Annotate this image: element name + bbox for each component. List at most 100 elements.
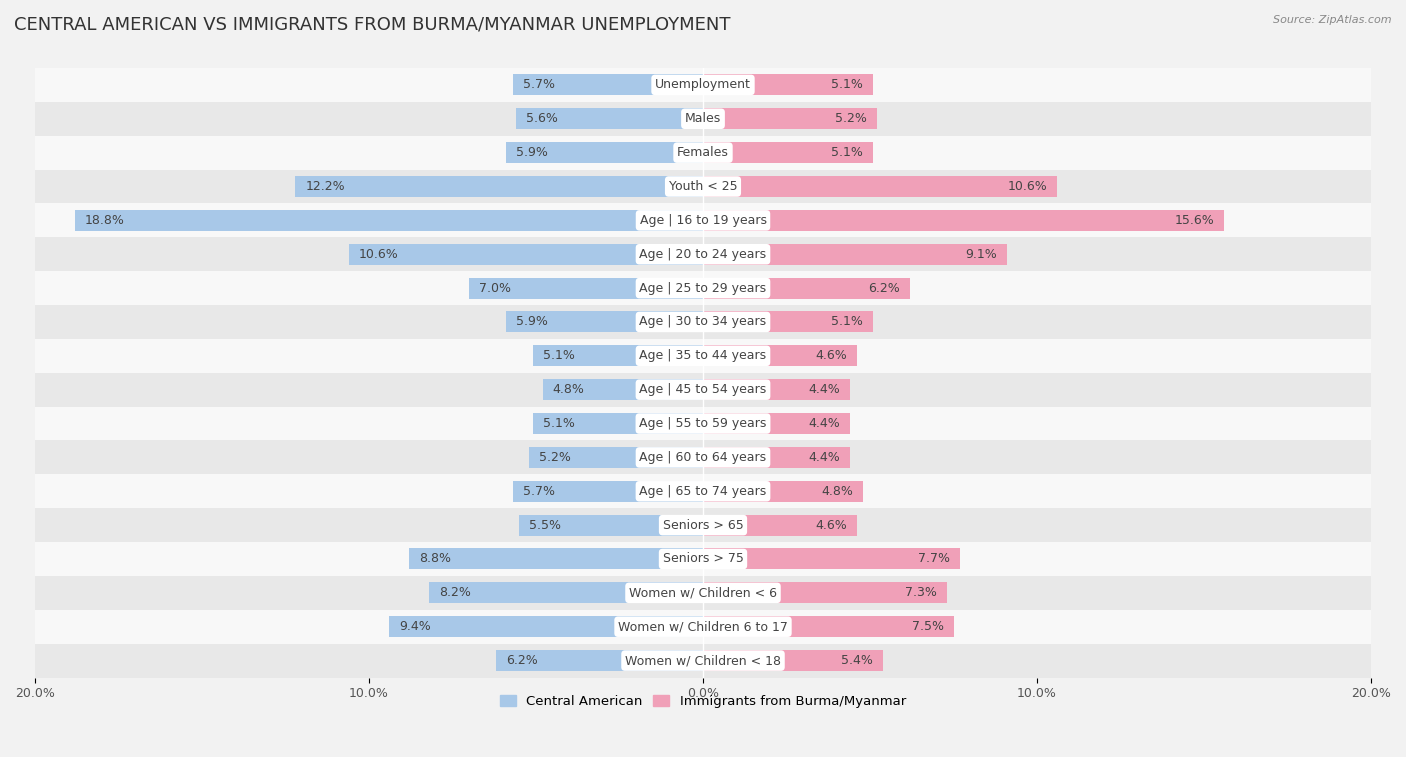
Bar: [349, 244, 703, 265]
Bar: [703, 447, 851, 468]
Bar: [35, 68, 1371, 102]
Text: Age | 65 to 74 years: Age | 65 to 74 years: [640, 484, 766, 498]
Bar: [543, 379, 703, 400]
Bar: [409, 549, 703, 569]
Text: 15.6%: 15.6%: [1174, 214, 1213, 227]
Bar: [35, 136, 1371, 170]
Text: 5.1%: 5.1%: [543, 417, 575, 430]
Bar: [35, 271, 1371, 305]
Text: 4.8%: 4.8%: [553, 383, 585, 396]
Text: 7.5%: 7.5%: [911, 620, 943, 633]
Bar: [703, 650, 883, 671]
Text: 12.2%: 12.2%: [305, 180, 344, 193]
Legend: Central American, Immigrants from Burma/Myanmar: Central American, Immigrants from Burma/…: [495, 690, 911, 714]
Text: Women w/ Children < 6: Women w/ Children < 6: [628, 587, 778, 600]
Bar: [35, 542, 1371, 576]
Text: 5.1%: 5.1%: [831, 316, 863, 329]
Bar: [513, 481, 703, 502]
Bar: [703, 108, 877, 129]
Bar: [703, 413, 851, 434]
Bar: [703, 311, 873, 332]
Text: 4.6%: 4.6%: [815, 349, 846, 363]
Text: 5.1%: 5.1%: [831, 79, 863, 92]
Bar: [703, 176, 1057, 197]
Text: 8.8%: 8.8%: [419, 553, 451, 565]
Bar: [703, 142, 873, 164]
Text: 7.0%: 7.0%: [479, 282, 512, 294]
Text: Age | 20 to 24 years: Age | 20 to 24 years: [640, 248, 766, 260]
Bar: [703, 515, 856, 536]
Text: Women w/ Children 6 to 17: Women w/ Children 6 to 17: [619, 620, 787, 633]
Text: Youth < 25: Youth < 25: [669, 180, 737, 193]
Bar: [35, 643, 1371, 678]
Text: 10.6%: 10.6%: [359, 248, 399, 260]
Bar: [35, 508, 1371, 542]
Text: 7.7%: 7.7%: [918, 553, 950, 565]
Text: Age | 55 to 59 years: Age | 55 to 59 years: [640, 417, 766, 430]
Bar: [506, 142, 703, 164]
Bar: [703, 278, 910, 298]
Text: 10.6%: 10.6%: [1007, 180, 1047, 193]
Text: 5.1%: 5.1%: [831, 146, 863, 159]
Text: Age | 45 to 54 years: Age | 45 to 54 years: [640, 383, 766, 396]
Text: 5.4%: 5.4%: [841, 654, 873, 667]
Text: 6.2%: 6.2%: [869, 282, 900, 294]
Text: 5.1%: 5.1%: [543, 349, 575, 363]
Bar: [496, 650, 703, 671]
Bar: [516, 108, 703, 129]
Bar: [533, 345, 703, 366]
Bar: [529, 447, 703, 468]
Bar: [703, 549, 960, 569]
Bar: [35, 475, 1371, 508]
Bar: [703, 582, 946, 603]
Bar: [703, 616, 953, 637]
Bar: [35, 102, 1371, 136]
Text: Age | 60 to 64 years: Age | 60 to 64 years: [640, 451, 766, 464]
Text: 5.2%: 5.2%: [540, 451, 571, 464]
Bar: [35, 441, 1371, 475]
Text: 4.4%: 4.4%: [808, 417, 839, 430]
Text: Age | 35 to 44 years: Age | 35 to 44 years: [640, 349, 766, 363]
Bar: [703, 244, 1007, 265]
Text: 4.4%: 4.4%: [808, 383, 839, 396]
Text: 5.9%: 5.9%: [516, 146, 548, 159]
Text: 18.8%: 18.8%: [84, 214, 125, 227]
Text: Seniors > 75: Seniors > 75: [662, 553, 744, 565]
Bar: [470, 278, 703, 298]
Bar: [533, 413, 703, 434]
Bar: [35, 610, 1371, 643]
Bar: [703, 345, 856, 366]
Bar: [513, 74, 703, 95]
Text: 9.1%: 9.1%: [965, 248, 997, 260]
Bar: [703, 379, 851, 400]
Bar: [429, 582, 703, 603]
Text: Age | 16 to 19 years: Age | 16 to 19 years: [640, 214, 766, 227]
Text: 5.7%: 5.7%: [523, 484, 554, 498]
Text: Males: Males: [685, 112, 721, 126]
Bar: [703, 210, 1225, 231]
Text: 8.2%: 8.2%: [439, 587, 471, 600]
Bar: [389, 616, 703, 637]
Bar: [519, 515, 703, 536]
Bar: [703, 481, 863, 502]
Bar: [35, 204, 1371, 237]
Bar: [35, 305, 1371, 339]
Text: Age | 25 to 29 years: Age | 25 to 29 years: [640, 282, 766, 294]
Bar: [75, 210, 703, 231]
Bar: [35, 407, 1371, 441]
Text: Females: Females: [678, 146, 728, 159]
Bar: [35, 372, 1371, 407]
Text: Age | 30 to 34 years: Age | 30 to 34 years: [640, 316, 766, 329]
Bar: [35, 237, 1371, 271]
Text: 9.4%: 9.4%: [399, 620, 430, 633]
Text: 7.3%: 7.3%: [905, 587, 936, 600]
Text: 5.9%: 5.9%: [516, 316, 548, 329]
Text: 4.6%: 4.6%: [815, 519, 846, 531]
Bar: [35, 170, 1371, 204]
Text: 5.6%: 5.6%: [526, 112, 558, 126]
Text: Unemployment: Unemployment: [655, 79, 751, 92]
Bar: [295, 176, 703, 197]
Bar: [703, 74, 873, 95]
Bar: [35, 339, 1371, 372]
Text: 4.4%: 4.4%: [808, 451, 839, 464]
